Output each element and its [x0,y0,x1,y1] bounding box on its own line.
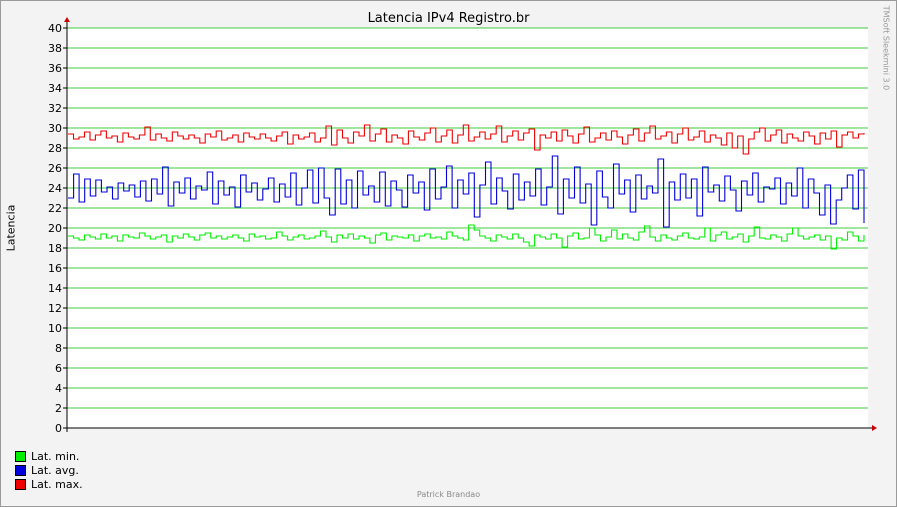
y-tick-label: 24 [48,182,62,195]
series-line-min [68,224,865,250]
y-tick-label: 30 [48,122,62,135]
y-tick-label: 18 [48,242,62,255]
y-tick-label: 10 [48,322,62,335]
grid-lines [66,27,868,429]
y-axis-arrow [64,17,70,22]
y-tick-label: 32 [48,102,62,115]
y-tick-label: 22 [48,202,62,215]
y-tick-label: 34 [48,82,62,95]
legend-swatch-min [15,450,26,462]
legend-item-avg: Lat. avg. [15,463,83,477]
y-tick-label: 0 [55,422,62,435]
y-tick-label: 2 [55,402,62,415]
y-tick-label: 40 [48,22,62,35]
y-tick-label: 20 [48,222,62,235]
legend-swatch-max [15,478,26,490]
legend-item-min: Lat. min. [15,449,83,463]
y-tick-label: 38 [48,42,62,55]
y-tick-label: 28 [48,142,62,155]
legend-label-avg: Lat. avg. [31,463,79,477]
y-tick-label: 4 [55,382,62,395]
y-tick-label: 8 [55,342,62,355]
y-tick-label: 14 [48,282,62,295]
legend-label-max: Lat. max. [31,477,83,491]
footer-credit: Patrick Brandao [416,490,481,499]
legend-label-min: Lat. min. [31,449,80,463]
y-tick-label: 12 [48,302,62,315]
legend: Lat. min. Lat. avg. Lat. max. [15,449,83,491]
y-tick-label: 6 [55,362,62,375]
axes [63,17,877,432]
series-line-avg [68,155,865,228]
series-lines [68,124,865,250]
legend-item-max: Lat. max. [15,477,83,491]
x-axis-arrow [872,425,877,431]
chart-title: Latencia IPv4 Registro.br [367,11,530,26]
series-line-max [68,124,865,155]
legend-swatch-avg [15,464,26,476]
y-tick-label: 16 [48,262,62,275]
y-tick-label: 26 [48,162,62,175]
y-tick-label: 36 [48,62,62,75]
